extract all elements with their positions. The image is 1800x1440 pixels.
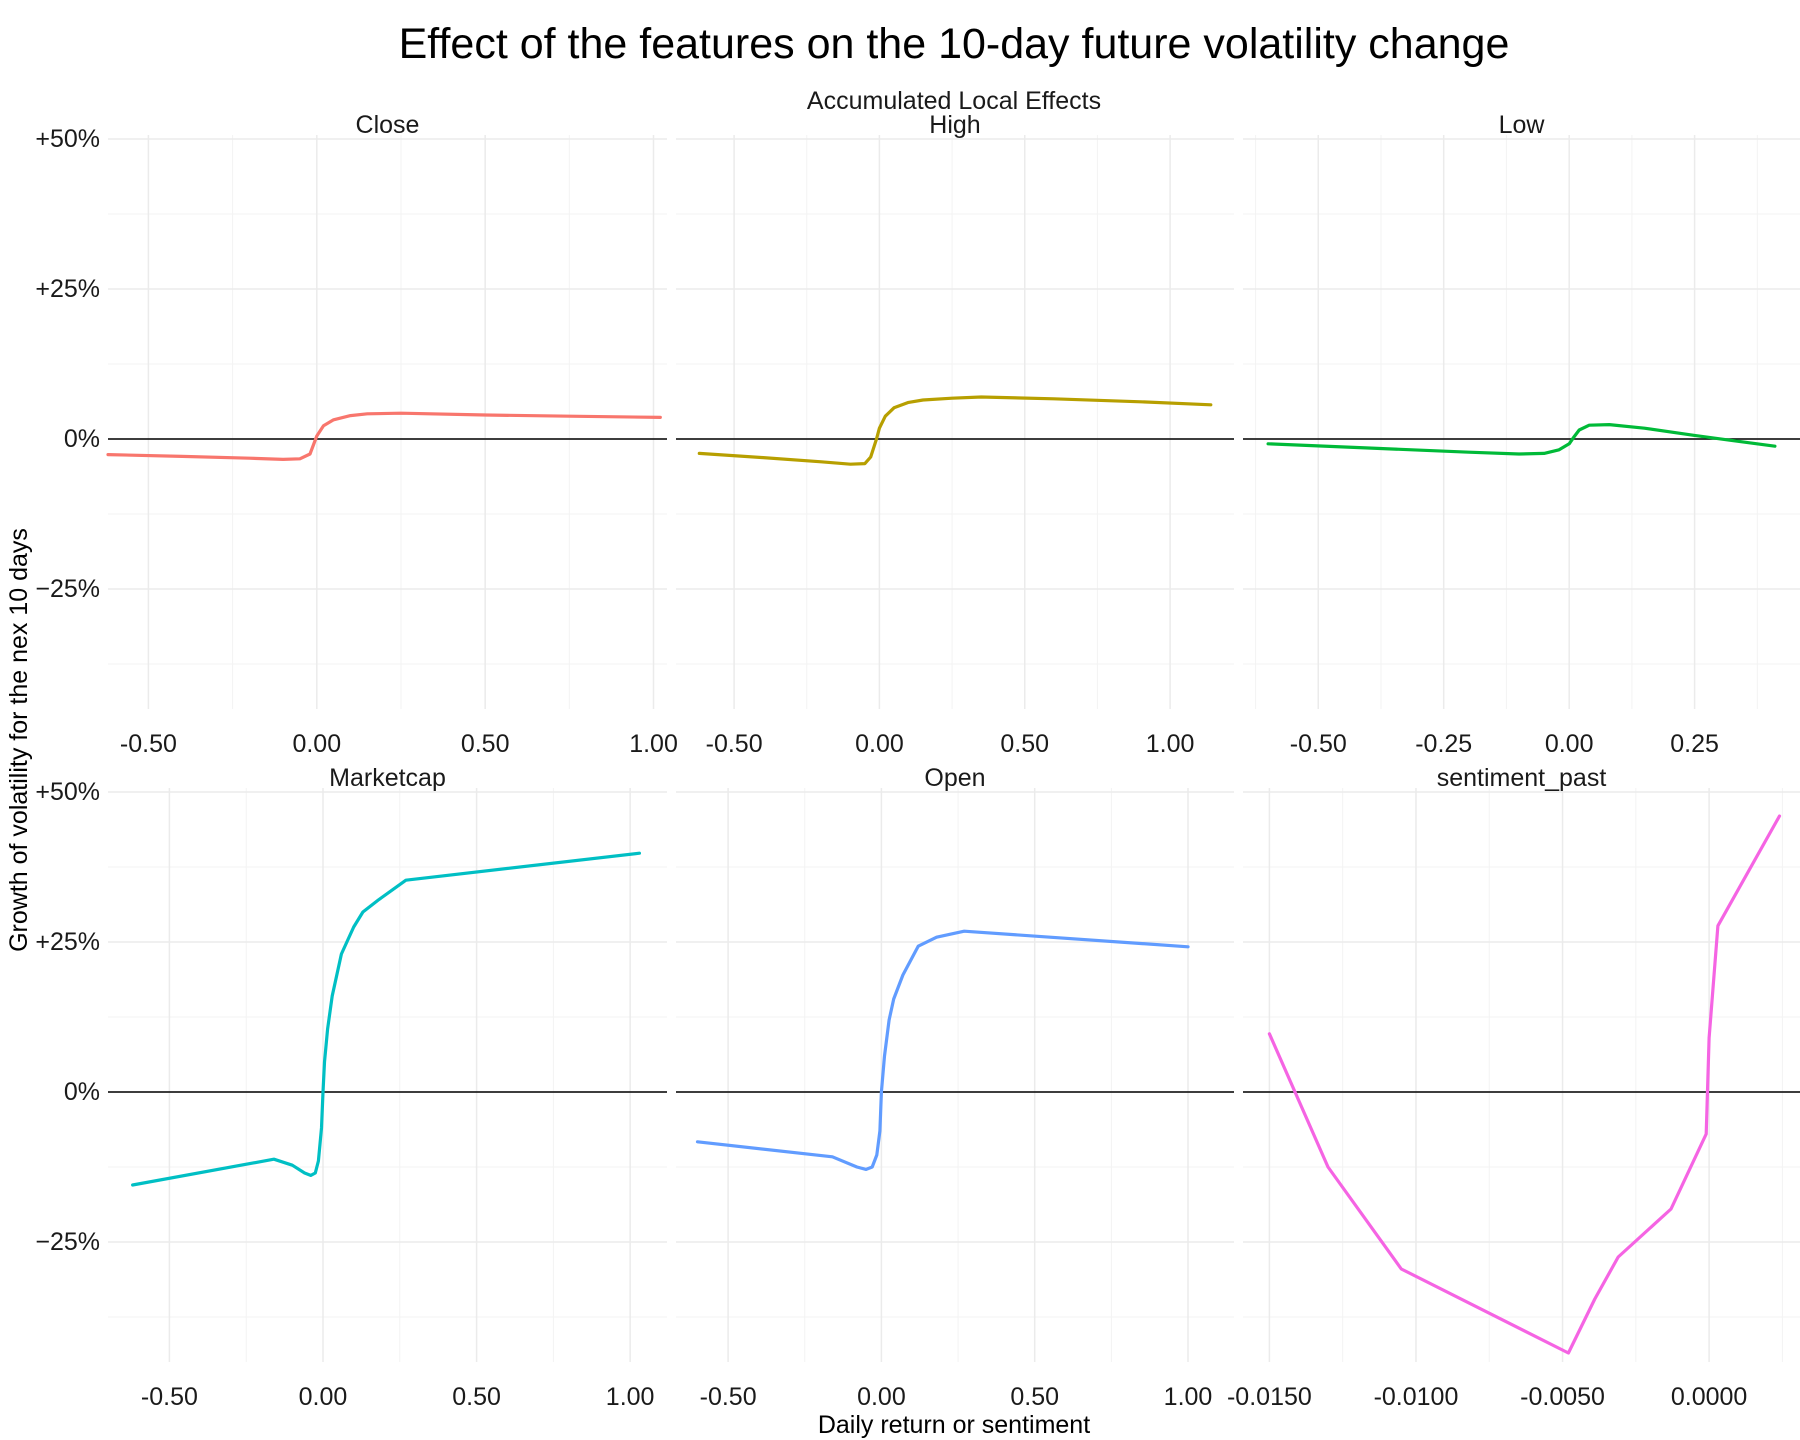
panel-high: High -0.50 0.00 0.50 1.00 <box>676 111 1234 758</box>
series-line-sentiment-past <box>1267 814 1782 1355</box>
chart-title: Effect of the features on the 10-day fut… <box>399 20 1510 68</box>
x-tick-label: -0.0100 <box>1374 1383 1459 1411</box>
chart-subtitle: Accumulated Local Effects <box>807 87 1101 115</box>
x-tick-label: -0.50 <box>1290 730 1347 758</box>
x-tick-label: 0.00 <box>857 1383 906 1411</box>
x-tick-label: 0.0000 <box>1671 1383 1747 1411</box>
series-line-open <box>695 929 1190 1171</box>
y-tick-label-bottom: −25% <box>35 1228 100 1256</box>
x-tick-label: -0.0050 <box>1520 1383 1605 1411</box>
y-tick-label-top: +25% <box>35 275 100 303</box>
panel-sentiment-past: sentiment_past -0.0150 -0.0100 -0.0050 0.000… <box>1227 764 1800 1411</box>
panel-close: Close -0.50 0.00 0.50 1.00 <box>106 111 678 758</box>
y-tick-label-bottom: +25% <box>35 928 100 956</box>
x-tick-label: 0.50 <box>1000 730 1049 758</box>
y-tick-label-bottom: +50% <box>35 778 100 806</box>
x-tick-label: 0.50 <box>452 1383 501 1411</box>
y-tick-label-top: 0% <box>64 425 100 453</box>
y-tick-label-top: +50% <box>35 125 100 153</box>
series-line-high <box>697 395 1213 466</box>
x-axis-title: Daily return or sentiment <box>818 1411 1090 1439</box>
x-tick-label: 0.00 <box>1545 730 1594 758</box>
x-tick-label: -0.0150 <box>1227 1383 1312 1411</box>
series-line-marketcap <box>131 851 641 1187</box>
facet-strip-label: High <box>929 111 980 139</box>
x-tick-label: 1.00 <box>606 1383 655 1411</box>
x-tick-label: 0.50 <box>461 730 510 758</box>
facet-strip-label: Low <box>1499 111 1546 139</box>
x-tick-label: 0.00 <box>299 1383 348 1411</box>
series-line-close <box>106 411 662 461</box>
facet-panels: Close -0.50 0.00 0.50 1.00 High -0.50 0.00 0.50 1… <box>106 111 1800 1411</box>
x-tick-label: -0.25 <box>1415 730 1472 758</box>
panel-marketcap: Marketcap -0.50 0.00 0.50 1.00 <box>108 764 667 1411</box>
facet-strip-label: sentiment_past <box>1437 764 1607 792</box>
y-tick-label-bottom: 0% <box>64 1078 100 1106</box>
x-tick-label: -0.50 <box>700 1383 757 1411</box>
x-tick-label: -0.50 <box>706 730 763 758</box>
series-line-low <box>1266 423 1777 456</box>
x-tick-label: 0.25 <box>1670 730 1719 758</box>
facet-strip-label: Open <box>924 764 985 792</box>
y-axis-title: Growth of volatility for the nex 10 days <box>5 528 33 952</box>
x-tick-label: 0.00 <box>292 730 341 758</box>
panel-open: Open -0.50 0.00 0.50 1.00 <box>676 764 1234 1411</box>
x-tick-label: 0.50 <box>1010 1383 1059 1411</box>
x-tick-label: -0.50 <box>120 730 177 758</box>
panel-low: Low -0.50 -0.25 0.00 0.25 <box>1243 111 1800 758</box>
x-tick-label: 0.00 <box>855 730 904 758</box>
facet-strip-label: Marketcap <box>329 764 446 792</box>
x-tick-label: -0.50 <box>141 1383 198 1411</box>
x-tick-label: 1.00 <box>1146 730 1195 758</box>
x-tick-label: 1.00 <box>629 730 678 758</box>
facet-strip-label: Close <box>356 111 420 139</box>
y-tick-label-top: −25% <box>35 575 100 603</box>
x-tick-label: 1.00 <box>1164 1383 1213 1411</box>
